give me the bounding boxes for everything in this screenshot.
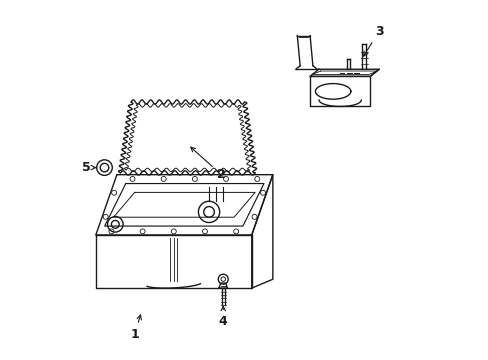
Text: 1: 1 bbox=[130, 315, 141, 341]
Text: 5: 5 bbox=[82, 161, 95, 174]
Text: 3: 3 bbox=[363, 24, 383, 56]
Text: 2: 2 bbox=[190, 147, 225, 181]
Text: 4: 4 bbox=[219, 306, 227, 328]
